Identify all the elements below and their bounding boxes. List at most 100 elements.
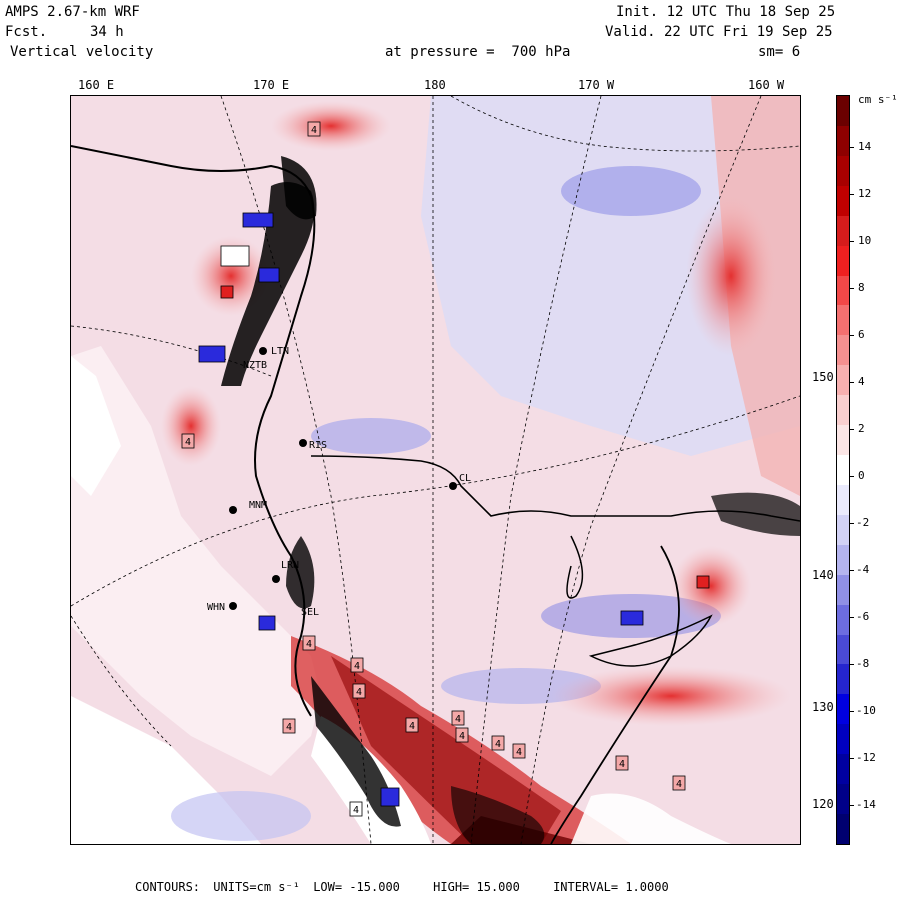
contours-units: UNITS=cm s⁻¹ xyxy=(213,880,300,894)
colorbar-segment xyxy=(837,395,849,426)
coastline-feature xyxy=(588,614,713,667)
contour-label: 4 xyxy=(286,722,292,733)
contours-label: CONTOURS: xyxy=(135,880,201,894)
station-label: CL xyxy=(459,473,471,484)
colorbar-tick-label: 14 xyxy=(858,139,872,153)
valid-time: Valid. 22 UTC Fri 19 Sep 25 xyxy=(605,24,833,40)
station-label: LRN xyxy=(281,560,299,571)
colorbar-segment xyxy=(837,365,849,396)
colorbar-tick xyxy=(850,475,854,477)
station-markers xyxy=(229,347,457,610)
colorbar-tick-label: 0 xyxy=(858,468,865,482)
colorbar-tick xyxy=(850,240,854,242)
contour-label: 4 xyxy=(306,639,312,650)
colorbar-tick-label: -2 xyxy=(856,515,870,529)
map-panel[interactable]: LTN NZTB RIS CL MNM LRN WHN SEL 4 4 4 4 … xyxy=(70,95,801,845)
contours-high: HIGH= 15.000 xyxy=(433,880,520,894)
dense-contour-region xyxy=(311,676,401,827)
colorbar-segment xyxy=(837,604,849,636)
colorbar-tick xyxy=(850,569,854,571)
contour-label: 4 xyxy=(354,661,360,672)
colorbar-units: cm s⁻¹ xyxy=(858,93,898,106)
contour-label: 4 xyxy=(356,687,362,698)
contour-label: 4 xyxy=(459,731,465,742)
contour-label: 4 xyxy=(619,759,625,770)
red-blob xyxy=(671,546,751,626)
station-label: RIS xyxy=(309,440,327,451)
contours-low: LOW= -15.000 xyxy=(313,880,400,894)
contour-label: 4 xyxy=(455,714,461,725)
colorbar-tick xyxy=(850,428,854,430)
red-blob xyxy=(686,196,776,356)
colorbar-tick-label: 6 xyxy=(858,327,865,341)
contour-label: 4 xyxy=(185,437,191,448)
lon-label-160e: 160 E xyxy=(78,78,115,92)
red-blob xyxy=(271,101,391,151)
colorbar-tick xyxy=(850,381,854,383)
colorbar-segment xyxy=(837,814,849,845)
colorbar-segment xyxy=(837,484,849,516)
station-label: LTN xyxy=(271,346,289,357)
colorbar-tick xyxy=(850,146,854,148)
colorbar-tick-label: 8 xyxy=(858,280,865,294)
colorbar-segment xyxy=(837,335,849,366)
colorbar-segment xyxy=(837,514,849,546)
colorbar-segment xyxy=(837,784,849,815)
coastline-east xyxy=(550,545,680,844)
colorbar-segment xyxy=(837,574,849,606)
red-blob xyxy=(551,666,791,726)
colorbar-segment xyxy=(837,185,849,217)
colorbar-tick-label: 4 xyxy=(858,374,865,388)
open-area-west xyxy=(71,356,121,496)
colorbar-segment xyxy=(837,754,849,785)
station-label: SEL xyxy=(301,607,319,618)
station-label: NZTB xyxy=(243,360,267,371)
dense-contour-region xyxy=(711,492,800,536)
contour-label: 4 xyxy=(409,721,415,732)
colorbar-tick-label: 12 xyxy=(858,186,872,200)
colorbar-segment xyxy=(837,155,849,187)
pressure-level: at pressure = 700 hPa xyxy=(385,44,571,60)
colorbar-tick-label: -6 xyxy=(856,609,870,623)
contour-label: 4 xyxy=(353,805,359,816)
colorbar-tick-label: -12 xyxy=(856,750,876,764)
colorbar-tick-label: -4 xyxy=(856,562,870,576)
colorbar-tick-label: 10 xyxy=(858,233,872,247)
colorbar-tick xyxy=(850,663,854,665)
lon-label-170e: 170 E xyxy=(253,78,290,92)
vertical-velocity-map: LTN NZTB RIS CL MNM LRN WHN SEL 4 4 4 4 … xyxy=(71,96,800,844)
footer-contour-info: CONTOURS: UNITS=cm s⁻¹ LOW= -15.000 HIGH… xyxy=(135,880,669,894)
contour-label: 4 xyxy=(495,739,501,750)
colorbar-segment xyxy=(837,96,849,127)
lon-label-180: 180 xyxy=(424,78,446,92)
forecast-label: Fcst. xyxy=(5,24,48,40)
colorbar-segment xyxy=(837,544,849,576)
dense-contour-region xyxy=(286,536,315,609)
colorbar-tick xyxy=(850,522,854,524)
colorbar-segment xyxy=(837,634,849,665)
colorbar-segment xyxy=(837,455,849,486)
red-blob xyxy=(161,386,221,466)
colorbar-tick-label: -10 xyxy=(856,703,876,717)
station-label: WHN xyxy=(207,602,225,613)
ice-sheet-bottom-east xyxy=(571,793,731,844)
colorbar-segment xyxy=(837,664,849,695)
contour-label: 4 xyxy=(311,125,317,136)
coastline-west xyxy=(71,145,316,717)
blue-patch xyxy=(311,418,431,454)
blue-patch xyxy=(171,791,311,841)
colorbar-tick xyxy=(850,804,854,806)
very-strong-ascent-band xyxy=(331,656,561,844)
colorbar-tick xyxy=(850,710,854,712)
station-label: MNM xyxy=(249,500,267,511)
colorbar-segment xyxy=(837,425,849,456)
contour-label: 4 xyxy=(516,747,522,758)
colorbar-segment xyxy=(837,215,849,247)
colorbar-segment xyxy=(837,245,849,276)
colorbar-segment xyxy=(837,275,849,306)
smoothing-value: sm= 6 xyxy=(758,44,801,60)
ice-shelf-front xyxy=(310,455,800,522)
dense-contour-region xyxy=(221,182,315,386)
ice-shelf xyxy=(71,346,321,776)
lon-label-160w: 160 W xyxy=(748,78,785,92)
